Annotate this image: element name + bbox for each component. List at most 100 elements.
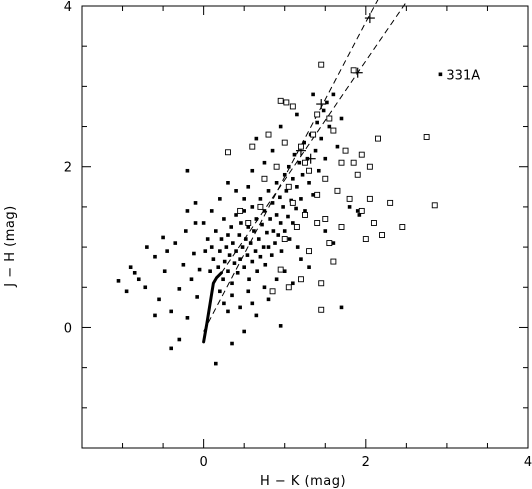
open-point [370, 220, 377, 226]
filled-point [295, 112, 299, 117]
filled-point [165, 249, 169, 253]
filled-point [169, 346, 173, 351]
filled-point [278, 324, 283, 328]
filled-point [222, 217, 226, 221]
filled-point [311, 92, 315, 97]
filled-point [266, 297, 271, 302]
filled-point [250, 301, 255, 306]
filled-point [262, 160, 267, 165]
filled-point [226, 181, 230, 185]
open-point [297, 143, 304, 150]
filled-point [214, 229, 218, 233]
filled-point [278, 195, 282, 200]
filled-point [282, 172, 287, 177]
filled-point [294, 206, 298, 211]
filled-point [255, 269, 259, 273]
filled-point [242, 329, 246, 334]
filled-point [300, 172, 305, 177]
filled-point [299, 197, 303, 201]
filled-point [276, 233, 281, 237]
open-point [310, 131, 317, 138]
open-point [302, 159, 308, 166]
filled-point [355, 209, 360, 213]
filled-point [145, 245, 149, 249]
open-point [237, 207, 244, 214]
filled-point [278, 124, 283, 129]
filled-point [331, 92, 336, 97]
filled-point [250, 205, 255, 209]
filled-point [157, 297, 161, 302]
filled-point [209, 245, 214, 249]
filled-point [219, 237, 224, 241]
filled-point [305, 156, 310, 161]
filled-point [357, 213, 362, 217]
filled-point [185, 316, 190, 320]
open-point [293, 224, 300, 230]
filled-point [234, 213, 238, 217]
filled-point [128, 265, 133, 269]
filled-point [260, 222, 264, 227]
filled-point [221, 277, 225, 282]
open-point [322, 216, 329, 222]
open-point [326, 240, 333, 247]
filled-point [325, 100, 329, 105]
open-point [326, 115, 333, 122]
x-tick-label: 4 [524, 455, 532, 470]
open-point [322, 175, 329, 182]
filled-point [242, 265, 246, 269]
filled-point [282, 229, 287, 233]
filled-point [226, 309, 230, 314]
reddening-tick-mark [316, 99, 327, 110]
filled-point [229, 225, 234, 229]
filled-point [315, 120, 319, 125]
open-point [281, 236, 288, 243]
filled-point [270, 201, 275, 205]
filled-point [234, 249, 238, 253]
filled-point [286, 164, 291, 169]
filled-point [266, 189, 271, 193]
filled-point [278, 221, 283, 225]
filled-point [193, 221, 198, 225]
filled-point [252, 229, 256, 233]
x-axis-label: H − K (mag) [260, 474, 346, 489]
open-point [277, 266, 284, 273]
open-point [302, 211, 308, 218]
open-point [346, 195, 353, 202]
filled-point [307, 265, 311, 269]
filled-point [218, 249, 222, 253]
filled-point [143, 285, 148, 290]
open-point [399, 224, 406, 230]
filled-point [240, 245, 245, 249]
filled-point [307, 181, 311, 185]
open-point [285, 183, 292, 190]
filled-point [230, 341, 234, 346]
open-point [330, 258, 337, 265]
filled-point [203, 249, 208, 253]
y-tick-label: 2 [64, 161, 72, 176]
open-point [375, 135, 381, 142]
open-point [330, 127, 337, 134]
filled-point [247, 277, 251, 282]
open-point [338, 159, 345, 166]
open-point [334, 187, 341, 194]
filled-point [218, 289, 222, 294]
open-point [306, 167, 313, 174]
filled-point [295, 245, 300, 249]
filled-point [216, 265, 221, 269]
filled-point [232, 261, 237, 265]
x-tick-label: 2 [362, 455, 370, 470]
filled-point [153, 254, 157, 259]
filled-point [327, 124, 332, 129]
filled-point [209, 209, 214, 213]
filled-point [169, 309, 173, 314]
filled-point [323, 229, 328, 233]
open-point [225, 149, 231, 156]
filled-point [313, 148, 318, 153]
filled-point [211, 257, 216, 261]
filled-point [239, 221, 243, 225]
open-point [387, 199, 394, 206]
filled-point [258, 197, 263, 201]
open-point [277, 97, 284, 104]
filled-point [244, 237, 248, 241]
